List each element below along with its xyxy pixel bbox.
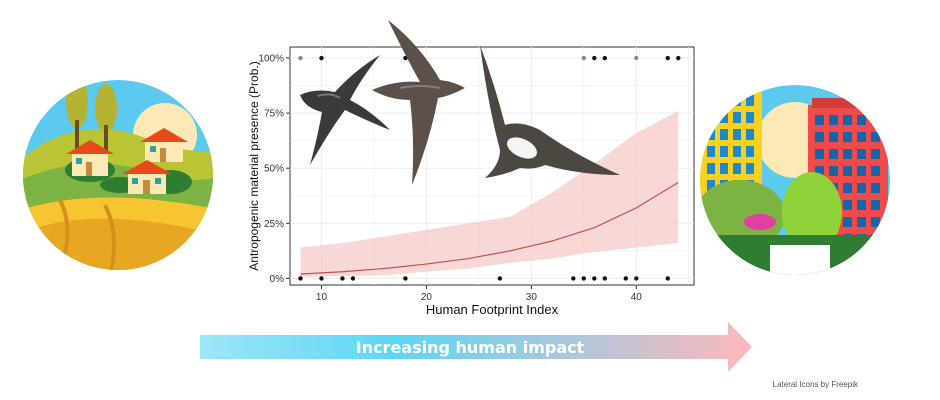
observation-point	[581, 276, 587, 281]
observation-point	[298, 55, 303, 61]
rural-village-icon	[23, 80, 213, 270]
window-shape	[720, 95, 728, 106]
window-shape	[720, 146, 728, 157]
window-shape	[857, 115, 866, 125]
window-shape	[843, 166, 852, 176]
window-shape	[857, 166, 866, 176]
x-tick-label: 40	[631, 292, 643, 303]
window-shape	[857, 217, 866, 227]
window-shape	[707, 180, 715, 191]
window-shape	[871, 115, 880, 125]
window-shape	[857, 149, 866, 159]
window-shape	[857, 132, 866, 142]
window-shape	[733, 95, 741, 106]
window-shape	[707, 129, 715, 140]
observation-point	[497, 276, 503, 281]
observation-point	[319, 276, 324, 281]
icon-credit: Lateral Icons by Freepik	[772, 380, 858, 389]
window-shape	[843, 200, 852, 210]
window-shape	[720, 112, 728, 123]
observation-point	[623, 276, 628, 281]
window-shape	[829, 149, 838, 159]
window-shape	[733, 146, 741, 157]
observation-point	[571, 276, 576, 281]
window-shape	[857, 183, 866, 193]
observation-point	[350, 276, 356, 281]
window-shape	[707, 146, 715, 157]
fitted-line	[300, 182, 679, 275]
x-axis-label: Human Footprint Index	[426, 302, 559, 317]
window-shape	[871, 183, 880, 193]
window-shape	[733, 112, 741, 123]
window-shape	[815, 166, 824, 176]
window-shape	[815, 132, 824, 142]
observation-point	[634, 276, 639, 281]
observation-point	[581, 55, 587, 61]
window-shape	[746, 112, 754, 123]
window-shape	[707, 163, 715, 174]
x-tick-label: 20	[421, 292, 433, 303]
window-shape	[857, 200, 866, 210]
observation-point	[602, 55, 608, 61]
y-tick-label: 75%	[264, 109, 284, 120]
window-shape	[707, 112, 715, 123]
window-shape	[843, 132, 852, 142]
observation-point	[665, 276, 670, 281]
x-tick-label: 30	[526, 292, 538, 303]
observation-point	[592, 55, 597, 61]
observation-point	[319, 55, 324, 61]
window-shape	[843, 115, 852, 125]
y-tick-label: 0%	[270, 274, 285, 285]
window-shape	[843, 149, 852, 159]
window-shape	[720, 129, 728, 140]
window-shape	[871, 234, 880, 244]
window-shape	[871, 149, 880, 159]
window-shape	[720, 163, 728, 174]
window-shape	[746, 163, 754, 174]
window-shape	[707, 95, 715, 106]
impact-arrow: Increasing human impact	[200, 322, 752, 372]
impact-arrow-label: Increasing human impact	[356, 338, 585, 357]
y-axis-label: Antropogenic material presence (Prob.)	[247, 61, 261, 270]
observation-point	[634, 55, 639, 61]
swift-bird-icon	[300, 20, 620, 185]
window-shape	[815, 149, 824, 159]
y-tick-label: 100%	[258, 54, 284, 65]
window-shape	[746, 146, 754, 157]
observation-point	[298, 276, 303, 281]
observation-point	[340, 276, 345, 281]
window-shape	[843, 217, 852, 227]
observation-point	[403, 276, 408, 281]
window-shape	[829, 166, 838, 176]
observation-point	[602, 276, 608, 281]
observation-point	[665, 55, 670, 61]
observation-point	[676, 55, 681, 61]
confidence-ribbon	[300, 110, 679, 278]
city-buildings-icon	[700, 85, 890, 275]
y-tick-label: 50%	[264, 164, 284, 175]
window-shape	[871, 166, 880, 176]
y-tick-label: 25%	[264, 219, 284, 230]
window-shape	[829, 115, 838, 125]
window-shape	[746, 129, 754, 140]
window-shape	[733, 163, 741, 174]
observation-point	[403, 55, 408, 61]
window-shape	[871, 200, 880, 210]
window-shape	[871, 132, 880, 142]
x-tick-label: 10	[316, 292, 328, 303]
observation-point	[592, 276, 597, 281]
window-shape	[829, 132, 838, 142]
window-shape	[733, 129, 741, 140]
window-shape	[815, 115, 824, 125]
window-shape	[871, 217, 880, 227]
window-shape	[746, 95, 754, 106]
window-shape	[843, 183, 852, 193]
